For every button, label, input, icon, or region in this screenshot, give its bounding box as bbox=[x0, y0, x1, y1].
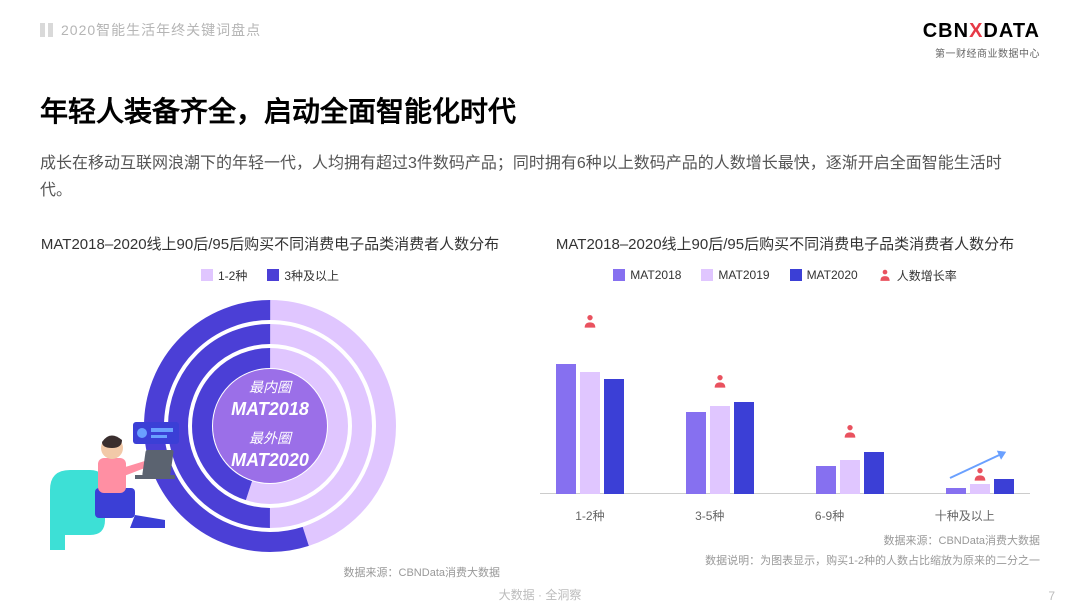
bar-group bbox=[816, 452, 884, 494]
person-svg bbox=[40, 420, 190, 550]
swatch bbox=[790, 269, 802, 281]
laptop-back bbox=[142, 450, 174, 476]
footer: 大数据 · 全洞察 bbox=[0, 586, 1080, 603]
page: 2020智能生活年终关键词盘点 CBNXDATA 第一财经商业数据中心 年轻人装… bbox=[0, 0, 1080, 611]
ui-circle bbox=[137, 428, 147, 438]
bar-legend: MAT2018 MAT2019 MAT2020 人数增长率 bbox=[530, 267, 1040, 284]
donut-panel: MAT2018–2020线上90后/95后购买不同消费电子品类消费者人数分布 1… bbox=[40, 234, 500, 580]
torso bbox=[98, 458, 126, 493]
x-label: 3-5种 bbox=[695, 507, 724, 524]
inner-name: MAT2018 bbox=[190, 398, 350, 423]
charts-row: MAT2018–2020线上90后/95后购买不同消费电子品类消费者人数分布 1… bbox=[40, 234, 1040, 580]
bar-title: MAT2018–2020线上90后/95后购买不同消费电子品类消费者人数分布 bbox=[530, 234, 1040, 257]
leg bbox=[130, 515, 165, 528]
person-illustration bbox=[40, 420, 190, 555]
bar bbox=[970, 484, 990, 494]
legend-label: 1-2种 bbox=[218, 267, 247, 284]
donut-title: MAT2018–2020线上90后/95后购买不同消费电子品类消费者人数分布 bbox=[40, 234, 500, 257]
bar-group bbox=[686, 402, 754, 494]
inner-prefix: 最内圈 bbox=[190, 378, 350, 398]
bar bbox=[604, 379, 624, 494]
bar-group bbox=[946, 479, 1014, 494]
legend-item: 人数增长率 bbox=[878, 267, 957, 284]
outer-name: MAT2020 bbox=[190, 448, 350, 473]
person-growth-icon bbox=[712, 373, 728, 389]
marker bbox=[40, 23, 45, 37]
donut-source: 数据来源：CBNData消费大数据 bbox=[40, 564, 500, 580]
page-subtitle: 成长在移动互联网浪潮下的年轻一代，人均拥有超过3件数码产品；同时拥有6种以上数码… bbox=[40, 150, 1020, 204]
legend-label: 3种及以上 bbox=[284, 267, 339, 284]
bar-source: 数据来源：CBNData消费大数据 bbox=[530, 532, 1040, 548]
legend-item: MAT2018 bbox=[613, 267, 681, 284]
bar-group bbox=[556, 364, 624, 494]
ui-line1 bbox=[151, 428, 173, 432]
legend-label: MAT2020 bbox=[807, 268, 858, 282]
bar-area: 1-2种 3-5种 6-9种 十种及以上 bbox=[530, 294, 1040, 524]
x-labels: 1-2种 3-5种 6-9种 十种及以上 bbox=[530, 507, 1040, 524]
page-title: 年轻人装备齐全，启动全面智能化时代 bbox=[40, 90, 1040, 130]
logo-sub: 第一财经商业数据中心 bbox=[923, 45, 1040, 60]
bar bbox=[734, 402, 754, 494]
swatch bbox=[701, 269, 713, 281]
donut-legend: 1-2种 3种及以上 bbox=[40, 267, 500, 284]
swatch bbox=[201, 269, 213, 281]
person-growth-icon bbox=[972, 466, 988, 482]
person-growth-icon bbox=[582, 313, 598, 329]
x-label: 十种及以上 bbox=[935, 507, 995, 524]
swatch bbox=[267, 269, 279, 281]
page-number: 7 bbox=[1048, 589, 1055, 603]
legend-item: 1-2种 bbox=[201, 267, 247, 284]
swatch bbox=[613, 269, 625, 281]
topbar-left: 2020智能生活年终关键词盘点 bbox=[40, 20, 261, 40]
legend-item: MAT2020 bbox=[790, 267, 858, 284]
legend-label: 人数增长率 bbox=[897, 267, 957, 284]
legend-label: MAT2018 bbox=[630, 268, 681, 282]
person-growth-icon bbox=[842, 423, 858, 439]
hair bbox=[102, 435, 122, 448]
x-label: 1-2种 bbox=[575, 507, 604, 524]
topbar: 2020智能生活年终关键词盘点 CBNXDATA 第一财经商业数据中心 bbox=[40, 20, 1040, 60]
bar bbox=[710, 406, 730, 494]
logo-post: DATA bbox=[983, 20, 1040, 42]
bar bbox=[686, 412, 706, 494]
bar-groups bbox=[530, 294, 1040, 494]
bar bbox=[816, 466, 836, 494]
bar bbox=[994, 479, 1014, 494]
x-label: 6-9种 bbox=[815, 507, 844, 524]
bar bbox=[946, 488, 966, 494]
top-title: 2020智能生活年终关键词盘点 bbox=[61, 20, 261, 40]
outer-prefix: 最外圈 bbox=[190, 429, 350, 449]
bar bbox=[556, 364, 576, 494]
top-markers bbox=[40, 23, 53, 37]
bar-panel: MAT2018–2020线上90后/95后购买不同消费电子品类消费者人数分布 M… bbox=[530, 234, 1040, 580]
logo-main: CBNXDATA bbox=[923, 20, 1040, 43]
marker bbox=[48, 23, 53, 37]
logo-pre: CBN bbox=[923, 20, 969, 42]
ui-line2 bbox=[151, 435, 167, 438]
legend-item: 3种及以上 bbox=[267, 267, 339, 284]
donut-center-label: 最内圈 MAT2018 最外圈 MAT2020 bbox=[190, 378, 350, 474]
legend-item: MAT2019 bbox=[701, 267, 769, 284]
bar bbox=[580, 372, 600, 494]
legend-label: MAT2019 bbox=[718, 268, 769, 282]
bar bbox=[840, 460, 860, 494]
person-growth-icon bbox=[878, 268, 892, 282]
bar-note: 数据说明：为图表显示，购买1-2种的人数占比缩放为原来的二分之一 bbox=[530, 552, 1040, 568]
logo: CBNXDATA 第一财经商业数据中心 bbox=[923, 20, 1040, 60]
logo-x: X bbox=[969, 20, 983, 42]
bar bbox=[864, 452, 884, 494]
